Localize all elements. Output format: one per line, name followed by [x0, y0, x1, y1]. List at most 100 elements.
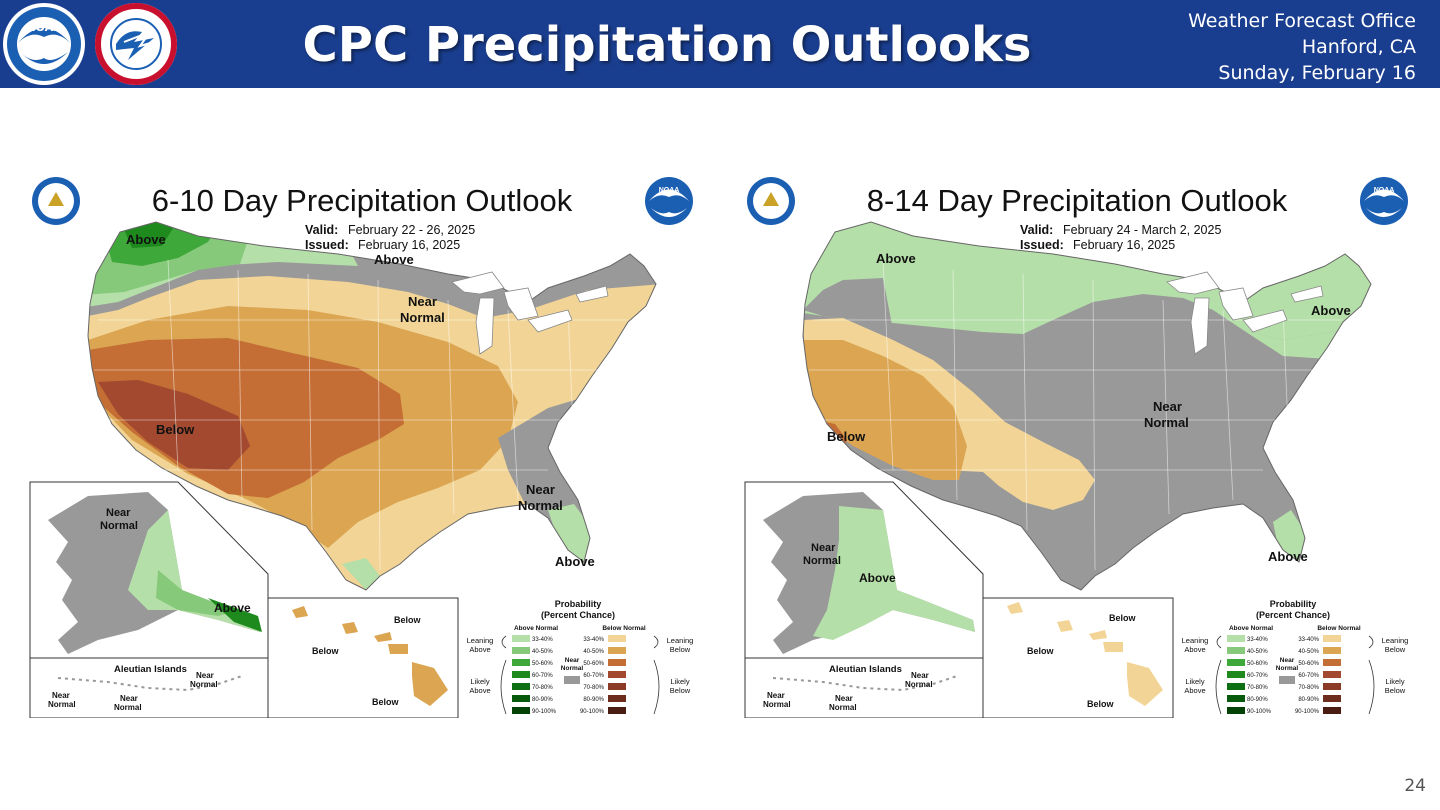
legend-near-swatch [1279, 676, 1295, 684]
hawaii-below-3: Below [1087, 699, 1115, 709]
aleutian-near-2: Near [835, 694, 853, 703]
svg-text:Near: Near [565, 657, 580, 664]
svg-text:40-50%: 40-50% [1298, 649, 1319, 655]
svg-text:70-80%: 70-80% [583, 685, 604, 691]
valid-label: Valid: [1020, 223, 1053, 237]
svg-text:60-70%: 60-70% [583, 673, 604, 679]
svg-text:90-100%: 90-100% [532, 709, 557, 715]
hawaii-inset: Below Below Below [267, 597, 459, 718]
commerce-seal-icon [32, 177, 80, 225]
nws-logo [95, 3, 177, 85]
svg-text:Normal: Normal [114, 703, 142, 712]
aleutian-near-3: Near [196, 671, 214, 680]
svg-text:Normal: Normal [48, 700, 76, 709]
svg-text:90-100%: 90-100% [1247, 709, 1272, 715]
noaa-small-logo-icon: NOAA [1360, 177, 1408, 225]
svg-text:33-40%: 33-40% [583, 637, 604, 643]
svg-text:Leaning: Leaning [1182, 636, 1209, 645]
valid-date: February 24 - March 2, 2025 [1063, 223, 1221, 237]
map-title: 6-10 Day Precipitation Outlook [152, 183, 573, 218]
ak-near-label: Near [811, 542, 836, 554]
aleutian-near-1: Near [767, 691, 785, 700]
noaa-logo: NOAA [3, 3, 85, 85]
region-labels: Above Above Near Normal Below Near Norma… [126, 232, 595, 569]
svg-text:Likely: Likely [1385, 677, 1404, 686]
svg-text:60-70%: 60-70% [1298, 673, 1319, 679]
issued-date: February 16, 2025 [358, 238, 460, 252]
outlook-8-14-day-panel: NOAA 8-14 Day Precipitation Outlook Vali… [743, 170, 1425, 718]
label-above-ne: Above [1311, 303, 1351, 318]
svg-text:33-40%: 33-40% [1298, 637, 1319, 643]
ak-above-label: Above [214, 601, 251, 615]
svg-text:Probability: Probability [1270, 599, 1317, 609]
svg-text:50-60%: 50-60% [1298, 661, 1319, 667]
label-below-sw: Below [156, 422, 195, 437]
svg-text:Below: Below [670, 645, 691, 654]
svg-text:Likely: Likely [470, 677, 489, 686]
label-near-normal-se: Near [526, 482, 555, 497]
label-near-normal-central: Near [1153, 399, 1182, 414]
svg-text:Above: Above [1184, 645, 1205, 654]
svg-text:Below: Below [1385, 645, 1406, 654]
aleutian-near-2: Near [120, 694, 138, 703]
outlook-8-14-day-map: NOAA 8-14 Day Precipitation Outlook Vali… [744, 177, 1408, 718]
issued-label: Issued: [305, 238, 349, 252]
commerce-seal-icon [747, 177, 795, 225]
map-title: 8-14 Day Precipitation Outlook [867, 183, 1288, 218]
svg-text:Above Normal: Above Normal [1229, 625, 1273, 632]
svg-text:50-60%: 50-60% [583, 661, 604, 667]
great-lakes [1166, 271, 1324, 355]
svg-text:50-60%: 50-60% [1247, 661, 1268, 667]
svg-text:Below Normal: Below Normal [1317, 625, 1361, 632]
hawaii-below-2: Below [312, 646, 340, 656]
issued-date: February 16, 2025 [1073, 238, 1175, 252]
svg-text:40-50%: 40-50% [1247, 649, 1268, 655]
svg-text:Likely: Likely [1185, 677, 1204, 686]
svg-text:40-50%: 40-50% [583, 649, 604, 655]
label-above-north: Above [374, 252, 414, 267]
svg-text:80-90%: 80-90% [583, 697, 604, 703]
svg-text:(Percent Chance): (Percent Chance) [541, 610, 615, 620]
svg-text:80-90%: 80-90% [1247, 697, 1268, 703]
outlook-6-10-day-panel: NOAA 6-10 Day Precipitation Outlook Vali… [28, 170, 710, 718]
label-near-normal-central-2: Normal [1144, 415, 1189, 430]
aleutian-near-1: Near [52, 691, 70, 700]
office-location: Hanford, CA [1301, 36, 1416, 58]
legend-above-swatches: 33-40% 40-50% 50-60% 60-70% 70-80% 80-90… [512, 635, 557, 715]
aleutian-near-3: Near [911, 671, 929, 680]
header-bar: NOAA CPC Precipitation Outlooks Weather … [0, 0, 1440, 88]
hawaii-below-2: Below [1027, 646, 1055, 656]
label-near-normal-gl-2: Normal [400, 310, 445, 325]
label-above-nw: Above [126, 232, 166, 247]
svg-text:Normal: Normal [1276, 665, 1299, 672]
svg-text:Leaning: Leaning [467, 636, 494, 645]
svg-text:Below: Below [670, 686, 691, 695]
svg-text:50-60%: 50-60% [532, 661, 553, 667]
office-name: Weather Forecast Office [1188, 10, 1416, 32]
svg-text:Above: Above [469, 645, 490, 654]
svg-text:Below: Below [1385, 686, 1406, 695]
svg-text:Leaning: Leaning [667, 636, 694, 645]
svg-text:70-80%: 70-80% [1247, 685, 1268, 691]
label-above-fl: Above [555, 554, 595, 569]
svg-text:40-50%: 40-50% [532, 649, 553, 655]
aleutian-title: Aleutian Islands [829, 664, 902, 675]
svg-text:Normal: Normal [561, 665, 584, 672]
svg-text:60-70%: 60-70% [532, 673, 553, 679]
svg-text:Normal: Normal [763, 700, 791, 709]
noaa-small-logo-icon: NOAA [645, 177, 693, 225]
label-near-normal-se-2: Normal [518, 498, 563, 513]
issued-label: Issued: [1020, 238, 1064, 252]
svg-text:Normal: Normal [905, 680, 933, 689]
legend-below-swatches: 33-40% 40-50% 50-60% 60-70% 70-80% 80-90… [580, 635, 626, 715]
office-date: Sunday, February 16 [1218, 62, 1416, 84]
svg-text:70-80%: 70-80% [532, 685, 553, 691]
svg-text:Near: Near [1280, 657, 1295, 664]
great-lakes [451, 271, 609, 355]
svg-text:Above Normal: Above Normal [514, 625, 558, 632]
svg-text:NOAA: NOAA [1374, 187, 1395, 194]
ak-normal-label: Normal [100, 520, 138, 532]
legend-below-swatches: 33-40% 40-50% 50-60% 60-70% 70-80% 80-90… [1295, 635, 1341, 715]
probability-legend: Probability (Percent Chance) Above Norma… [467, 599, 694, 715]
svg-text:(Percent Chance): (Percent Chance) [1256, 610, 1330, 620]
